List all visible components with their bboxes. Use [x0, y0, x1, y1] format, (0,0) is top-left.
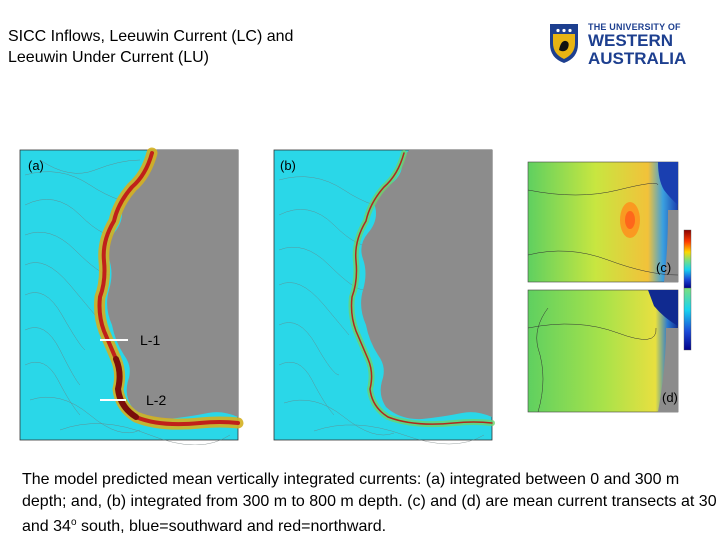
panel-c-label: (c) [656, 260, 671, 275]
title-line-2: Leeuwin Under Current (LU) [8, 49, 209, 66]
line-1-label: L-1 [140, 332, 160, 348]
slide-title: SICC Inflows, Leeuwin Current (LC) and L… [8, 26, 408, 68]
caption-text-part-1: The model predicted mean vertically inte… [22, 471, 717, 535]
map-panel-b: (b) [254, 145, 498, 445]
logo-line-3: AUSTRALIA [588, 49, 687, 68]
logo-line-1: THE UNIVERSITY OF [588, 22, 681, 32]
panel-b-label: (b) [280, 158, 296, 173]
figure-caption: The model predicted mean vertically inte… [22, 469, 720, 538]
university-logo: THE UNIVERSITY OF WESTERN AUSTRALIA [548, 20, 686, 68]
line-2-label: L-2 [146, 392, 166, 408]
panel-d-label: (d) [662, 390, 678, 405]
transect-panel-c: (c) [508, 160, 720, 289]
panel-a-label: (a) [28, 158, 44, 173]
transect-panel-d: (d) [508, 287, 720, 418]
title-line-1: SICC Inflows, Leeuwin Current (LC) and [8, 28, 294, 45]
map-panel-a: (a) L-1 L-2 [0, 145, 244, 445]
crest-icon [550, 24, 578, 63]
caption-text-part-2: south, blue=southward and red=northward. [76, 518, 387, 535]
degree-superscript: o [70, 517, 77, 528]
logo-line-2: WESTERN [588, 31, 673, 50]
